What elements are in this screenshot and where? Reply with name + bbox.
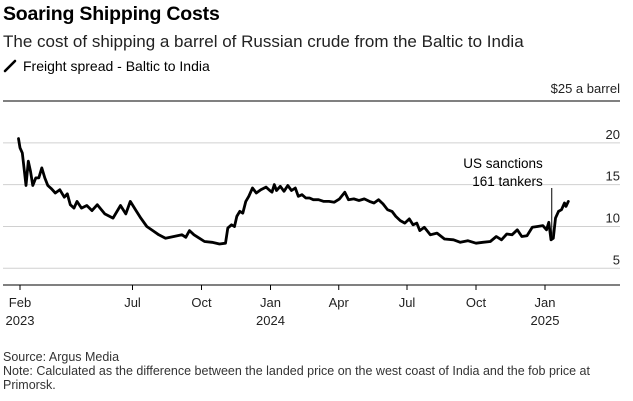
chart-title: Soaring Shipping Costs [3, 3, 220, 25]
y-tick-label: 20 [606, 127, 620, 142]
chart-subtitle: The cost of shipping a barrel of Russian… [3, 32, 524, 51]
x-tick-label: Jan [260, 295, 281, 310]
x-tick-label: Apr [329, 295, 350, 310]
x-tick-label: Oct [466, 295, 487, 310]
x-tick-label: Oct [191, 295, 212, 310]
x-tick-year-label: 2024 [256, 313, 285, 328]
series-line-freight-spread [17, 137, 570, 246]
x-tick-label: Jul [399, 295, 416, 310]
x-tick-year-label: 2025 [531, 313, 560, 328]
y-tick-label: 10 [606, 210, 620, 225]
y-tick-label: 15 [606, 169, 620, 184]
legend: Freight spread - Baltic to India [3, 58, 210, 74]
y-tick-label: 5 [613, 252, 620, 267]
y-axis-unit-label: $25 a barrel [551, 81, 620, 96]
footnote: Note: Calculated as the difference betwe… [3, 364, 590, 392]
annotation-label-line2: 161 tankers [472, 174, 543, 189]
footer: Source: Argus Media Note: Calculated as … [3, 350, 628, 392]
x-tick-label: Feb [9, 295, 31, 310]
x-tick-label: Jul [124, 295, 141, 310]
diagonal-line-icon [3, 59, 17, 73]
line-chart: $25 a barrel 5 10 15 20 Feb 2023 Jul Oct Jan 2024 A… [3, 81, 620, 328]
source-note: Source: Argus Media [3, 350, 120, 364]
annotation-label-line1: US sanctions [463, 156, 543, 171]
x-tick-year-label: 2023 [6, 313, 35, 328]
legend-label: Freight spread - Baltic to India [23, 58, 210, 74]
x-tick-label: Jan [535, 295, 556, 310]
